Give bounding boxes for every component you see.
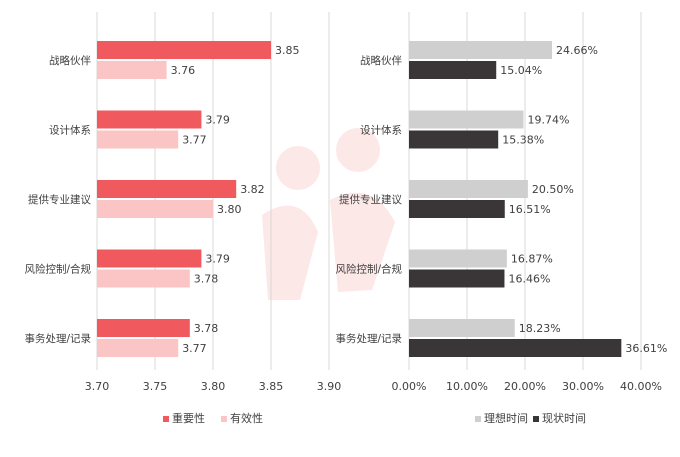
- right-bar-series-2: [409, 200, 505, 218]
- left-bar-series-2: [97, 61, 167, 79]
- right-bar-series-1: [409, 180, 528, 198]
- left-category-label: 提供专业建议: [28, 193, 91, 206]
- right-category-label: 事务处理/记录: [335, 332, 402, 345]
- left-legend-label: 有效性: [230, 411, 263, 425]
- right-category-label: 提供专业建议: [339, 193, 402, 206]
- right-data-label: 16.46%: [508, 273, 550, 286]
- left-category-label: 事务处理/记录: [24, 332, 91, 345]
- left-category-label: 战略伙伴: [49, 54, 91, 67]
- left-bar-series-1: [97, 249, 202, 268]
- left-x-tick-label: 3.85: [259, 380, 284, 393]
- left-data-label: 3.79: [205, 114, 230, 127]
- right-category-label: 战略伙伴: [360, 54, 402, 67]
- left-bar-series-1: [97, 319, 190, 337]
- right-bar-series-1: [409, 41, 553, 59]
- right-bar-series-2: [409, 339, 622, 357]
- right-x-tick-label: 30.00%: [562, 380, 604, 393]
- left-bar-series-2: [97, 339, 179, 357]
- left-x-tick-label: 3.90: [317, 380, 342, 393]
- left-category-label: 设计体系: [49, 124, 91, 137]
- left-data-label: 3.76: [171, 64, 196, 77]
- right-legend-swatch: [475, 416, 481, 422]
- right-x-tick-label: 10.00%: [446, 380, 488, 393]
- right-bar-series-2: [409, 61, 497, 79]
- right-bar-series-2: [409, 130, 499, 149]
- right-data-label: 36.61%: [625, 342, 667, 355]
- left-bar-series-2: [97, 200, 213, 218]
- right-legend-label: 理想时间: [484, 411, 528, 425]
- left-bar-series-2: [97, 130, 179, 149]
- right-category-label: 设计体系: [360, 124, 402, 137]
- right-x-tick-label: 20.00%: [504, 380, 546, 393]
- left-legend-swatch: [163, 416, 169, 422]
- left-data-label: 3.85: [275, 44, 300, 57]
- left-data-label: 3.77: [182, 342, 207, 355]
- right-data-label: 20.50%: [532, 183, 574, 196]
- right-data-label: 18.23%: [519, 322, 561, 335]
- left-legend-label: 重要性: [172, 411, 205, 425]
- chart-time-allocation: 0.00% 10.00% 20.00% 30.00% 40.00% 战略伙伴 24.66% 1…: [335, 12, 667, 425]
- left-data-label: 3.78: [194, 322, 219, 335]
- right-data-label: 16.51%: [509, 203, 551, 216]
- left-data-label: 3.82: [240, 183, 265, 196]
- right-category-label: 风险控制/合规: [335, 263, 402, 276]
- right-data-label: 19.74%: [527, 114, 569, 127]
- right-legend-label: 现状时间: [542, 411, 586, 425]
- right-x-tick-label: 0.00%: [392, 380, 427, 393]
- right-x-tick-label: 40.00%: [620, 380, 662, 393]
- right-data-label: 16.87%: [511, 253, 553, 266]
- watermark-head-left: [276, 146, 320, 190]
- watermark-head-right: [336, 128, 380, 172]
- right-data-label: 15.38%: [502, 134, 544, 147]
- right-bar-series-1: [409, 319, 515, 337]
- right-bar-series-2: [409, 269, 505, 288]
- right-data-label: 24.66%: [556, 44, 598, 57]
- left-bar-series-1: [97, 41, 271, 59]
- left-bar-series-1: [97, 180, 237, 198]
- watermark-logo: [262, 128, 395, 300]
- left-data-label: 3.79: [205, 253, 230, 266]
- watermark-body-left: [262, 205, 318, 300]
- right-legend-swatch: [533, 416, 539, 422]
- watermark-body-right: [330, 192, 395, 292]
- left-x-tick-label: 3.80: [201, 380, 226, 393]
- left-legend-swatch: [221, 416, 227, 422]
- right-data-label: 15.04%: [500, 64, 542, 77]
- left-category-label: 风险控制/合规: [24, 263, 91, 276]
- left-x-tick-label: 3.75: [143, 380, 168, 393]
- left-data-label: 3.77: [182, 134, 207, 147]
- left-data-label: 3.80: [217, 203, 242, 216]
- right-bar-series-1: [409, 110, 524, 129]
- left-bar-series-1: [97, 110, 202, 129]
- right-bar-series-1: [409, 249, 507, 268]
- left-bar-series-2: [97, 269, 190, 288]
- chart-importance-effectiveness: 3.70 3.75 3.80 3.85 3.90 战略伙伴 3.85 3.76 设计体系 3.79…: [24, 12, 341, 425]
- left-data-label: 3.78: [194, 273, 219, 286]
- left-x-tick-label: 3.70: [85, 380, 110, 393]
